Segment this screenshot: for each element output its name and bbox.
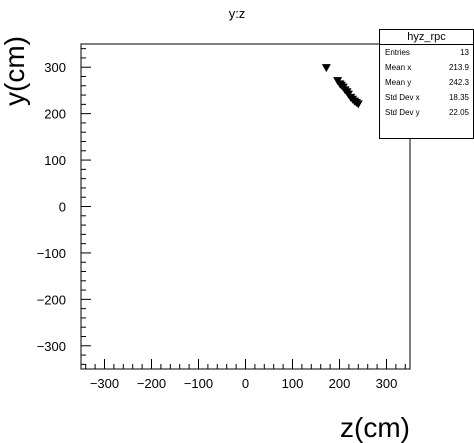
y-tick-label: −200 — [37, 292, 66, 307]
x-tick-label: 200 — [329, 376, 351, 391]
stats-label: Mean y — [385, 78, 412, 87]
stats-row-entries: Entries 13 — [380, 45, 473, 60]
y-tick-label: 300 — [44, 60, 66, 75]
stats-label: Std Dev x — [385, 93, 420, 102]
stats-label: Entries — [385, 48, 410, 57]
x-tick-label: 300 — [376, 376, 398, 391]
chart-title: y:z — [228, 6, 246, 21]
stats-box: hyz_rpc Entries 13 Mean x 213.9 Mean y 2… — [379, 29, 474, 139]
stats-value: 18.35 — [448, 93, 469, 102]
plot-frame — [80, 43, 411, 370]
y-tick-label: 200 — [44, 107, 66, 122]
stats-row-std-y: Std Dev y 22.05 — [380, 105, 473, 120]
stats-row-mean-y: Mean y 242.3 — [380, 75, 473, 90]
x-tick-label: 0 — [242, 376, 249, 391]
x-tick-label: −200 — [137, 376, 166, 391]
y-tick-label: −100 — [37, 246, 66, 261]
stats-label: Std Dev y — [385, 108, 420, 117]
y-tick-label: 0 — [59, 200, 66, 215]
y-tick-label: 100 — [44, 153, 66, 168]
x-axis-label: z(cm) — [340, 412, 410, 443]
data-point — [321, 64, 331, 73]
stats-value: 13 — [460, 48, 469, 57]
x-tick-label: 100 — [282, 376, 304, 391]
x-tick-label: −300 — [90, 376, 119, 391]
stats-row-mean-x: Mean x 213.9 — [380, 60, 473, 75]
y-axis-label: y(cm) — [0, 36, 30, 106]
x-tick-label: −100 — [184, 376, 213, 391]
stats-value: 22.05 — [448, 108, 469, 117]
stats-value: 213.9 — [448, 63, 469, 72]
stats-row-std-x: Std Dev x 18.35 — [380, 90, 473, 105]
stats-value: 242.3 — [448, 78, 469, 87]
y-tick-label: −300 — [37, 339, 66, 354]
stats-title: hyz_rpc — [380, 30, 473, 45]
data-point — [353, 100, 363, 109]
stats-label: Mean x — [385, 63, 412, 72]
